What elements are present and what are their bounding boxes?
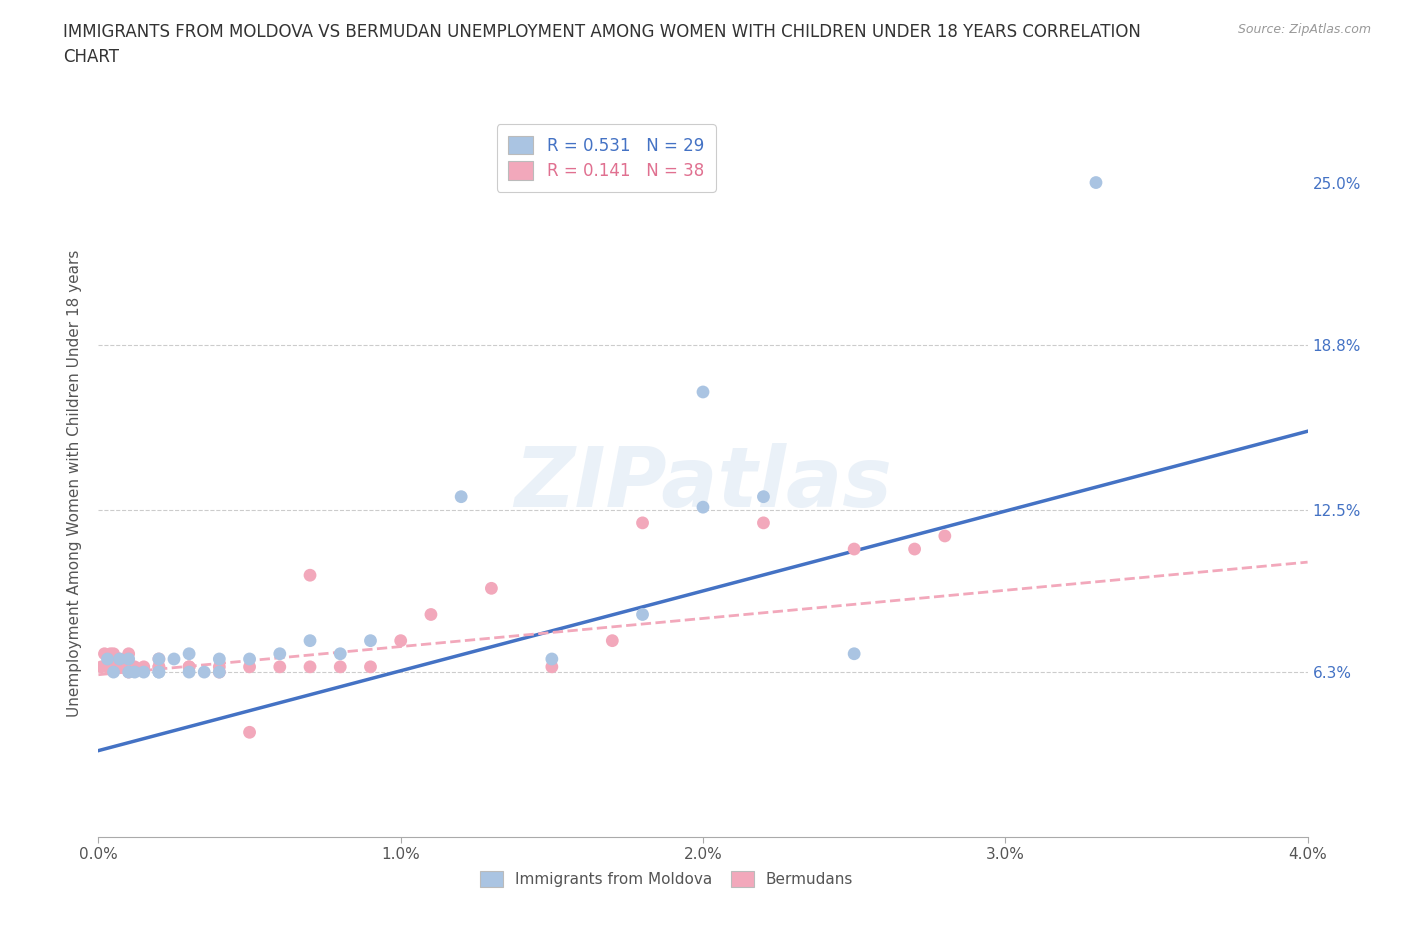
Point [179, 659, 201, 674]
Point [124, 665, 146, 680]
Point [239, 724, 262, 739]
Point [132, 665, 155, 680]
Point [269, 659, 291, 674]
Point [329, 659, 352, 674]
Point [179, 646, 201, 661]
Point [93, 646, 115, 661]
Point [239, 652, 262, 667]
Point [108, 652, 131, 667]
Point [90, 659, 112, 674]
Point [96, 659, 118, 674]
Point [360, 659, 382, 674]
Text: IMMIGRANTS FROM MOLDOVA VS BERMUDAN UNEMPLOYMENT AMONG WOMEN WITH CHILDREN UNDER: IMMIGRANTS FROM MOLDOVA VS BERMUDAN UNEM… [63, 23, 1142, 66]
Point [208, 652, 231, 667]
Point [329, 646, 352, 661]
Point [692, 384, 714, 399]
Point [239, 659, 262, 674]
Point [111, 659, 134, 674]
Point [692, 499, 714, 514]
Point [481, 581, 503, 596]
Point [269, 646, 291, 661]
Point [148, 652, 170, 667]
Point [208, 659, 231, 674]
Point [631, 607, 654, 622]
Point [299, 568, 322, 583]
Point [103, 665, 125, 680]
Point [844, 541, 866, 556]
Point [389, 633, 412, 648]
Point [420, 607, 443, 622]
Point [103, 659, 125, 674]
Point [118, 665, 141, 680]
Point [118, 646, 141, 661]
Point [844, 646, 866, 661]
Point [118, 665, 141, 680]
Point [163, 652, 186, 667]
Point [148, 659, 170, 674]
Point [96, 652, 118, 667]
Point [148, 659, 170, 674]
Point [148, 665, 170, 680]
Point [360, 633, 382, 648]
Point [540, 652, 562, 667]
Point [105, 652, 128, 667]
Point [752, 515, 775, 530]
Point [108, 652, 131, 667]
Point [179, 659, 201, 674]
Point [148, 652, 170, 667]
Point [100, 646, 122, 661]
Point [148, 665, 170, 680]
Point [179, 665, 201, 680]
Legend: Immigrants from Moldova, Bermudans: Immigrants from Moldova, Bermudans [474, 865, 859, 893]
Point [103, 646, 125, 661]
Point [450, 489, 472, 504]
Text: ZIPatlas: ZIPatlas [515, 443, 891, 525]
Point [132, 659, 155, 674]
Point [602, 633, 624, 648]
Point [631, 515, 654, 530]
Point [118, 652, 141, 667]
Point [208, 665, 231, 680]
Y-axis label: Unemployment Among Women with Children Under 18 years: Unemployment Among Women with Children U… [67, 250, 83, 717]
Point [193, 665, 215, 680]
Point [114, 652, 136, 667]
Point [934, 528, 956, 543]
Point [208, 665, 231, 680]
Point [752, 489, 775, 504]
Point [299, 633, 322, 648]
Text: Source: ZipAtlas.com: Source: ZipAtlas.com [1237, 23, 1371, 36]
Point [904, 541, 927, 556]
Point [1085, 175, 1108, 190]
Point [540, 659, 562, 674]
Point [124, 659, 146, 674]
Point [299, 659, 322, 674]
